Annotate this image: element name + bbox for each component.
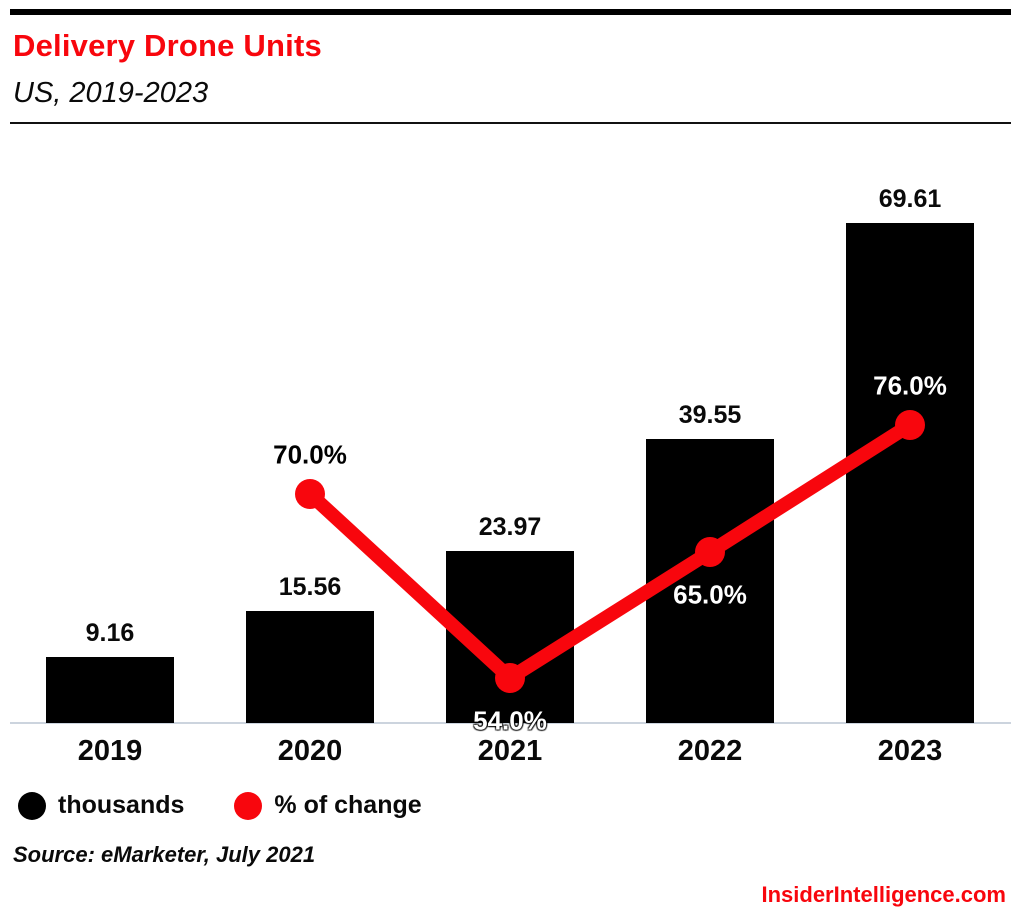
legend-item-thousands: thousands bbox=[18, 791, 184, 820]
x-tick-label-2021: 2021 bbox=[477, 735, 543, 767]
bar-value-label-2022: 39.55 bbox=[678, 401, 742, 429]
x-tick-label-2020: 2020 bbox=[277, 735, 343, 767]
page-title: Delivery Drone Units bbox=[13, 28, 322, 63]
top-rule-bar bbox=[10, 9, 1011, 15]
pct-change-line bbox=[303, 418, 917, 685]
bar-value-label-2019: 9.16 bbox=[85, 619, 135, 647]
legend-item-pct-change: % of change bbox=[234, 791, 422, 820]
bar-2021 bbox=[446, 551, 574, 723]
chart-legend: thousands % of change bbox=[18, 791, 422, 820]
legend-label: thousands bbox=[58, 791, 185, 819]
bar-2020 bbox=[246, 611, 374, 723]
bar-value-label-2023: 69.61 bbox=[878, 185, 942, 213]
footer-brand-link[interactable]: InsiderIntelligence.com bbox=[761, 882, 1006, 907]
legend-dot-red-icon bbox=[234, 791, 263, 820]
x-tick-label-2022: 2022 bbox=[677, 735, 743, 767]
pct-label-2020: 70.0% bbox=[273, 439, 347, 470]
x-axis-line bbox=[10, 722, 1011, 724]
line-marker-2020 bbox=[295, 479, 325, 509]
pct-label-2023: 76.0% bbox=[873, 370, 947, 401]
pct-label-2022: 65.0% bbox=[673, 579, 747, 610]
source-note: Source: eMarketer, July 2021 bbox=[13, 842, 316, 867]
header-divider bbox=[10, 122, 1011, 124]
x-tick-label-2019: 2019 bbox=[77, 735, 143, 767]
bar-value-label-2020: 15.56 bbox=[278, 573, 342, 601]
pct-label-2021: 54.0% bbox=[473, 705, 547, 736]
page-subtitle: US, 2019-2023 bbox=[13, 77, 209, 109]
bar-2019 bbox=[46, 657, 174, 723]
legend-label: % of change bbox=[274, 791, 422, 819]
bar-2023 bbox=[846, 223, 974, 723]
bar-value-label-2021: 23.97 bbox=[478, 513, 542, 541]
x-tick-label-2023: 2023 bbox=[877, 735, 943, 767]
legend-dot-black-icon bbox=[18, 791, 46, 820]
